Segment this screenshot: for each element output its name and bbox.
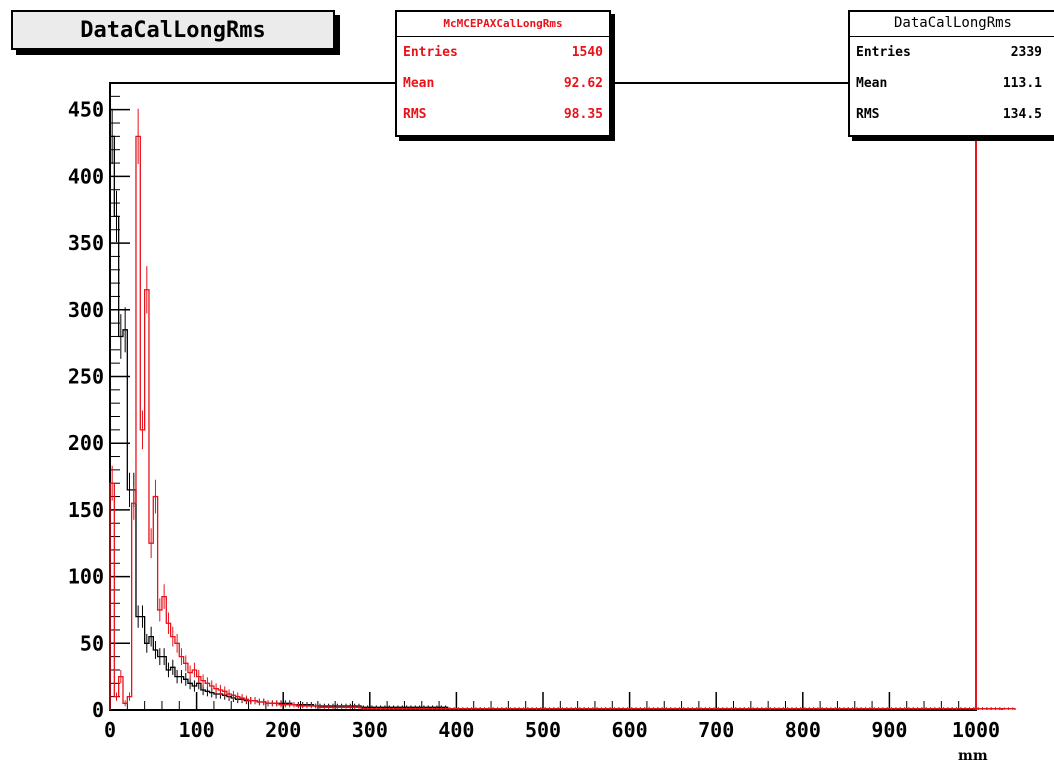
- stats-data-label: Entries: [856, 45, 911, 60]
- stats-mc-label: Mean: [403, 76, 435, 91]
- stats-data-row-rms: RMS 134.5: [850, 99, 1054, 130]
- x-tick-label: 500: [525, 718, 561, 742]
- stats-mc-label: RMS: [403, 107, 427, 122]
- y-axis-ticks: 0 50 100 150 200 250 300 350 400 450: [68, 95, 130, 722]
- y-tick-label: 100: [68, 565, 104, 589]
- chart-title: DataCalLongRms: [11, 10, 335, 50]
- y-tick-label: 250: [68, 364, 104, 388]
- stats-data-row-entries: Entries 2339: [850, 37, 1054, 68]
- data-histogram-line: [109, 135, 1003, 710]
- stats-mc-value: 98.35: [563, 107, 603, 122]
- stats-mc-row-mean: Mean 92.62: [397, 68, 609, 99]
- stats-data-label: RMS: [856, 107, 880, 122]
- y-tick-label: 0: [92, 698, 104, 722]
- mc-histogram-line: [109, 135, 1016, 710]
- series-mc-histogram: [109, 83, 1016, 710]
- x-tick-label: 400: [438, 718, 474, 742]
- stats-mc-label: Entries: [403, 45, 458, 60]
- stats-mc-title: McMCEPAXCalLongRms: [397, 12, 609, 37]
- y-tick-label: 400: [68, 164, 104, 188]
- x-tick-label: 200: [265, 718, 301, 742]
- stats-mc-value: 1540: [571, 45, 603, 60]
- stats-data-value: 134.5: [1002, 107, 1042, 122]
- y-tick-label: 150: [68, 498, 104, 522]
- stats-data-row-mean: Mean 113.1: [850, 68, 1054, 99]
- series-data-histogram: [109, 108, 1003, 710]
- y-tick-label: 450: [68, 98, 104, 122]
- plot-frame: [109, 82, 977, 711]
- y-tick-label: 300: [68, 298, 104, 322]
- x-tick-label: 0: [104, 718, 116, 742]
- stats-data-value: 2339: [1010, 45, 1042, 60]
- stats-box-mc: McMCEPAXCalLongRms Entries 1540 Mean 92.…: [395, 10, 611, 137]
- stats-data-label: Mean: [856, 76, 888, 91]
- stats-data-value: 113.1: [1002, 76, 1042, 91]
- x-axis-label: mm: [958, 748, 988, 764]
- y-tick-label: 350: [68, 231, 104, 255]
- x-tick-label: 1000: [952, 718, 1000, 742]
- stats-mc-value: 92.62: [563, 76, 603, 91]
- stats-mc-row-entries: Entries 1540: [397, 37, 609, 68]
- x-tick-label: 300: [352, 718, 388, 742]
- y-tick-label: 50: [80, 631, 104, 655]
- x-tick-label: 800: [785, 718, 821, 742]
- x-tick-label: 100: [179, 718, 215, 742]
- x-tick-label: 700: [698, 718, 734, 742]
- y-tick-label: 200: [68, 431, 104, 455]
- stats-box-data: DataCalLongRms Entries 2339 Mean 113.1 R…: [848, 10, 1054, 137]
- x-tick-label: 600: [612, 718, 648, 742]
- x-tick-label: 900: [871, 718, 907, 742]
- stats-mc-row-rms: RMS 98.35: [397, 99, 609, 130]
- stats-data-title: DataCalLongRms: [850, 12, 1054, 37]
